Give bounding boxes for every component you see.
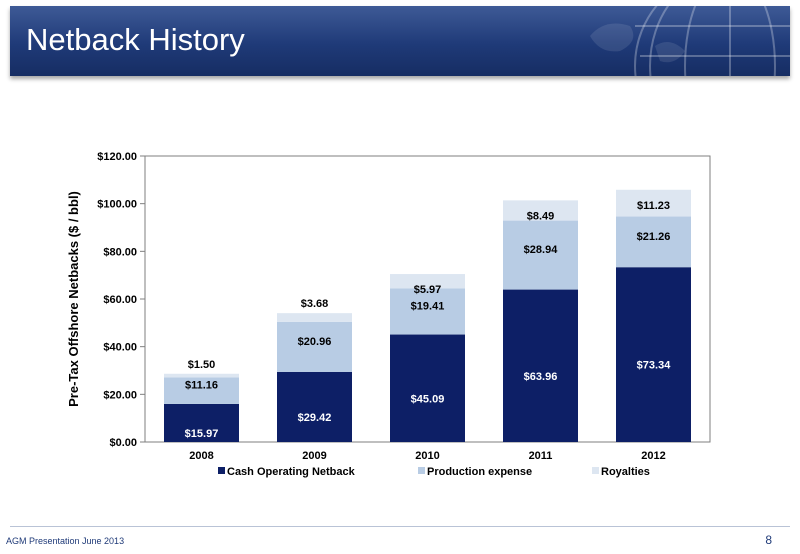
bar-segment xyxy=(616,216,691,268)
y-tick-label: $60.00 xyxy=(103,294,137,306)
data-label: $15.97 xyxy=(185,428,219,440)
y-tick-label: $20.00 xyxy=(103,389,137,401)
y-tick-label: $120.00 xyxy=(97,151,137,163)
y-tick-label: $0.00 xyxy=(109,437,137,449)
data-label: $28.94 xyxy=(524,244,559,256)
x-tick-label: 2012 xyxy=(641,450,665,462)
data-label: $29.42 xyxy=(298,412,332,424)
data-label: $8.49 xyxy=(527,210,555,222)
page-number: 8 xyxy=(765,533,772,547)
x-tick-label: 2010 xyxy=(415,450,439,462)
legend-swatch xyxy=(218,467,225,474)
bar-segment xyxy=(503,289,578,442)
bar-segment xyxy=(616,189,691,217)
bar-segment xyxy=(390,334,465,442)
bar-segment xyxy=(390,288,465,335)
data-label: $3.68 xyxy=(301,298,329,310)
data-label: $5.97 xyxy=(414,284,442,296)
bar-segment xyxy=(277,313,352,322)
bar-segment xyxy=(616,267,691,442)
bar-segment xyxy=(503,220,578,290)
bar-segment xyxy=(503,200,578,221)
bar-segment xyxy=(277,321,352,372)
legend-swatch xyxy=(418,467,425,474)
bar-segment xyxy=(164,377,239,404)
data-label: $21.26 xyxy=(637,231,671,243)
x-tick-label: 2008 xyxy=(189,450,213,462)
data-label: $63.96 xyxy=(524,371,558,383)
footer-divider xyxy=(10,526,790,527)
title-banner: Netback History xyxy=(10,6,790,76)
data-label: $1.50 xyxy=(188,359,216,371)
bar-segment xyxy=(164,373,239,378)
bar-segment xyxy=(277,371,352,442)
y-axis-title: Pre-Tax Offshore Netbacks ($ / bbl) xyxy=(66,191,81,407)
globe-watermark-icon xyxy=(590,6,790,76)
bar-segment xyxy=(390,274,465,289)
data-label: $73.34 xyxy=(637,360,672,372)
x-tick-label: 2009 xyxy=(302,450,326,462)
legend-swatch xyxy=(592,467,599,474)
data-label: $19.41 xyxy=(411,300,445,312)
bar-segment xyxy=(164,403,239,442)
y-tick-label: $80.00 xyxy=(103,246,137,258)
x-tick-label: 2011 xyxy=(529,450,553,462)
data-label: $11.16 xyxy=(185,380,218,392)
slide-title: Netback History xyxy=(26,22,245,57)
legend-label: Cash Operating Netback xyxy=(227,466,356,478)
y-tick-label: $40.00 xyxy=(103,342,137,354)
y-tick-label: $100.00 xyxy=(97,199,137,211)
data-label: $20.96 xyxy=(298,336,332,348)
data-label: $11.23 xyxy=(637,200,670,212)
footer-text: AGM Presentation June 2013 xyxy=(6,536,125,546)
legend-label: Royalties xyxy=(601,466,650,478)
data-label: $45.09 xyxy=(411,393,445,405)
legend: Cash Operating Netback Production expense… xyxy=(218,466,650,478)
legend-label: Production expense xyxy=(427,466,532,478)
